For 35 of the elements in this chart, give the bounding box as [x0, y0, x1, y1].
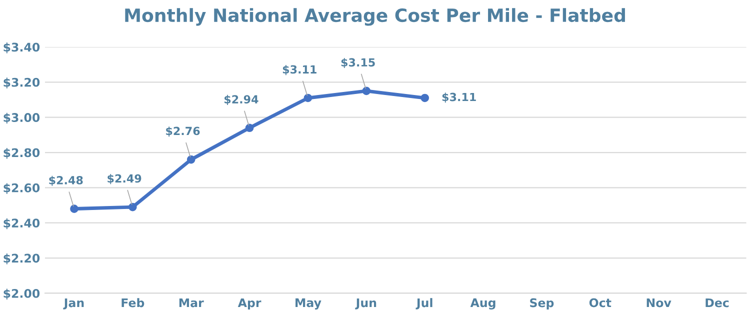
point: [186, 155, 196, 164]
y-tick-label: $2.00: [4, 288, 40, 300]
x-tick-label: Mar: [179, 298, 204, 308]
y-tick-label: $2.40: [4, 218, 40, 230]
x-tick-label: Feb: [122, 298, 144, 308]
data-label: $3.11: [442, 92, 476, 103]
x-tick-label: May: [296, 298, 322, 310]
data-label: $3.15: [341, 58, 375, 68]
y-tick-label: $3.00: [4, 112, 40, 124]
y-tick-label: $2.80: [4, 148, 40, 159]
x-tick-label: Nov: [646, 298, 672, 308]
point: [420, 94, 430, 102]
x-tick-label: Oct: [589, 298, 612, 308]
x-tick-label: Aug: [470, 298, 496, 310]
chart-title: Monthly National Average Cost Per Mile - Flatbed: [125, 8, 625, 26]
y-tick-label: $3.40: [4, 42, 40, 54]
data-label: $2.94: [224, 94, 258, 105]
x-tick-label: Sep: [530, 298, 554, 310]
x-tick-label: Apr: [238, 298, 262, 310]
x-tick-label: Dec: [706, 298, 729, 308]
point: [304, 94, 312, 102]
point: [128, 202, 137, 212]
y-tick-label: $2.20: [4, 254, 40, 264]
point: [70, 204, 78, 213]
data-label: $2.49: [108, 174, 142, 184]
data-label: $2.48: [49, 176, 83, 186]
data-label: $3.11: [282, 65, 316, 76]
x-tick-label: Jan: [63, 298, 84, 310]
y-tick-label: $3.20: [4, 78, 40, 88]
data-label: $2.76: [166, 126, 200, 137]
point: [362, 86, 371, 96]
point: [245, 124, 254, 132]
x-tick-label: Jul: [416, 298, 432, 310]
y-tick-label: $2.60: [4, 183, 40, 194]
x-tick-label: Jun: [355, 298, 376, 310]
